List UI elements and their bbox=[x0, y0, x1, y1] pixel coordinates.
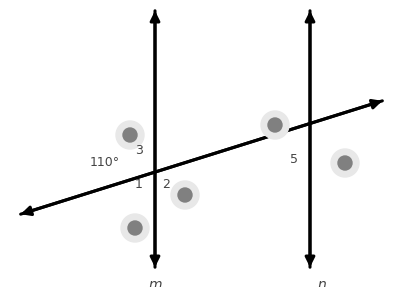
Circle shape bbox=[178, 188, 192, 202]
Text: 1: 1 bbox=[135, 178, 143, 191]
Text: 5: 5 bbox=[290, 153, 298, 166]
Circle shape bbox=[268, 118, 282, 132]
Circle shape bbox=[128, 221, 142, 235]
Text: 2: 2 bbox=[162, 178, 170, 191]
Circle shape bbox=[121, 214, 149, 242]
Circle shape bbox=[338, 156, 352, 170]
Text: n: n bbox=[318, 278, 327, 287]
Text: 3: 3 bbox=[135, 144, 143, 157]
Circle shape bbox=[116, 121, 144, 149]
Circle shape bbox=[331, 149, 359, 177]
Text: 110°: 110° bbox=[90, 156, 120, 170]
Text: m: m bbox=[148, 278, 162, 287]
Circle shape bbox=[123, 128, 137, 142]
Circle shape bbox=[261, 111, 289, 139]
Circle shape bbox=[171, 181, 199, 209]
